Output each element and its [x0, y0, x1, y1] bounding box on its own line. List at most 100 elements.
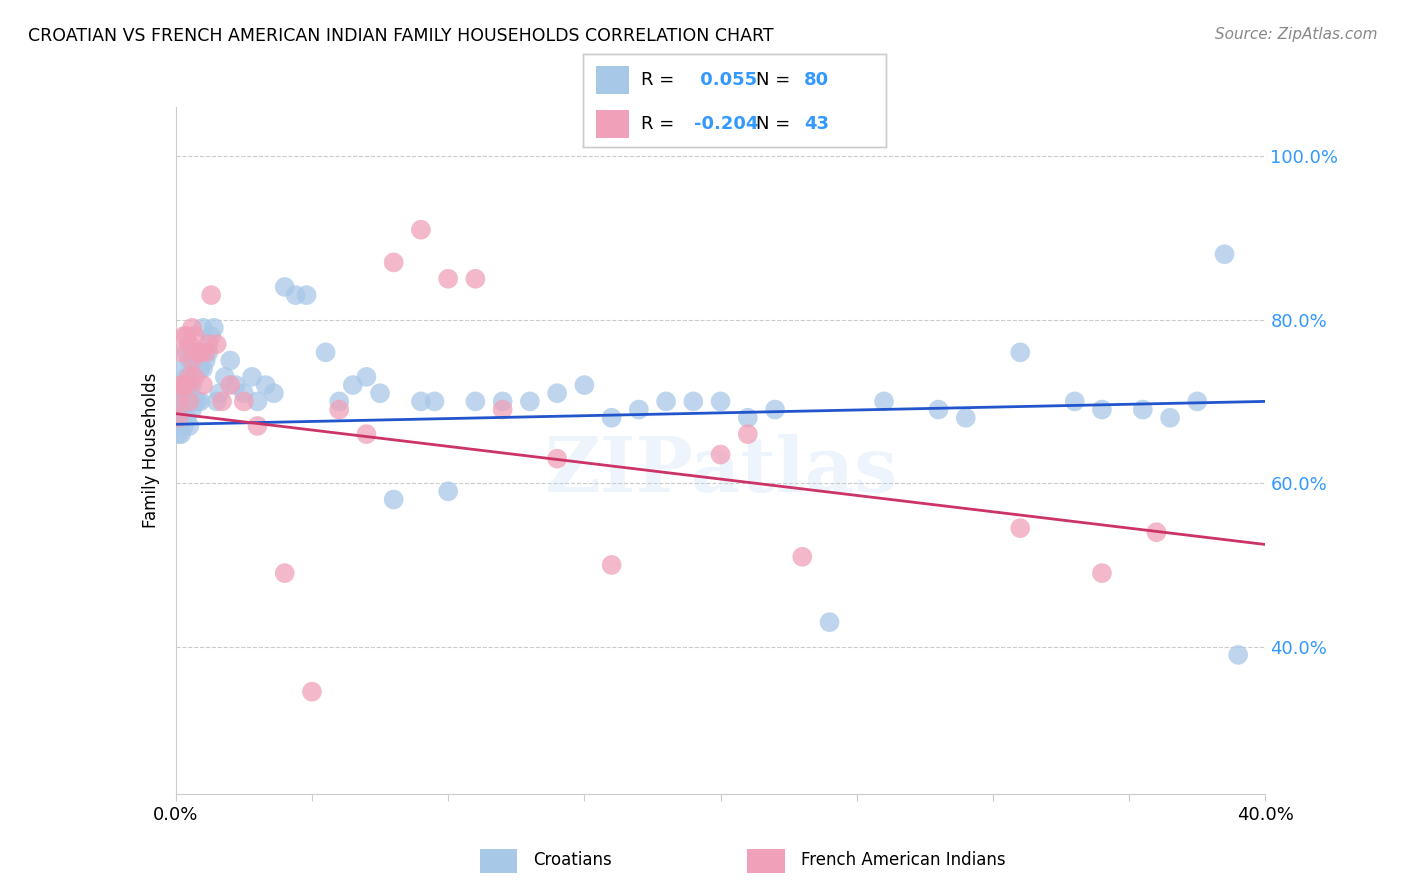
Point	[464, 271, 486, 285]
Point	[191, 361, 214, 376]
Point	[176, 394, 198, 409]
Point	[600, 558, 623, 572]
Point	[184, 369, 207, 384]
Point	[382, 492, 405, 507]
Point	[301, 684, 323, 698]
Point	[342, 378, 364, 392]
Point	[295, 288, 318, 302]
Point	[184, 353, 207, 368]
Point	[179, 419, 201, 434]
Point	[600, 410, 623, 425]
Point	[655, 394, 678, 409]
Point	[179, 337, 201, 351]
Point	[191, 320, 214, 334]
Point	[263, 386, 285, 401]
Point	[176, 410, 198, 425]
Point	[179, 369, 201, 384]
Text: R =: R =	[641, 115, 681, 133]
Point	[315, 345, 337, 359]
Point	[176, 345, 198, 359]
Point	[1213, 247, 1236, 261]
Point	[200, 288, 222, 302]
Text: Source: ZipAtlas.com: Source: ZipAtlas.com	[1215, 27, 1378, 42]
Text: 80: 80	[804, 70, 830, 88]
Point	[1010, 521, 1032, 535]
FancyBboxPatch shape	[596, 66, 628, 94]
Point	[328, 402, 350, 417]
Point	[1227, 648, 1250, 662]
Point	[179, 394, 201, 409]
Point	[186, 345, 209, 359]
Point	[627, 402, 650, 417]
Point	[167, 427, 190, 442]
Point	[173, 361, 195, 376]
Point	[170, 378, 193, 392]
Point	[1132, 402, 1154, 417]
Point	[464, 394, 486, 409]
Point	[682, 394, 704, 409]
Text: Croatians: Croatians	[533, 851, 612, 869]
Point	[232, 386, 254, 401]
Point	[181, 320, 204, 334]
Point	[167, 410, 190, 425]
Point	[176, 329, 198, 343]
Point	[214, 369, 236, 384]
Point	[173, 402, 195, 417]
Point	[240, 369, 263, 384]
Point	[170, 427, 193, 442]
Point	[205, 394, 228, 409]
Point	[191, 378, 214, 392]
Point	[225, 378, 247, 392]
Point	[179, 394, 201, 409]
Point	[188, 361, 211, 376]
Text: ZIPatlas: ZIPatlas	[544, 434, 897, 508]
Point	[173, 386, 195, 401]
Point	[181, 378, 204, 392]
Point	[205, 337, 228, 351]
FancyBboxPatch shape	[747, 848, 785, 873]
Point	[202, 320, 225, 334]
Point	[818, 615, 841, 630]
Point	[167, 410, 190, 425]
Point	[437, 484, 460, 499]
Text: 0.055: 0.055	[693, 70, 756, 88]
Point	[792, 549, 814, 564]
Point	[188, 345, 211, 359]
Point	[546, 451, 568, 466]
Point	[197, 345, 219, 359]
Point	[179, 378, 201, 392]
Point	[173, 329, 195, 343]
Point	[1159, 410, 1181, 425]
Point	[170, 394, 193, 409]
Point	[254, 378, 277, 392]
FancyBboxPatch shape	[479, 848, 517, 873]
Point	[737, 410, 759, 425]
Point	[186, 394, 209, 409]
Point	[197, 337, 219, 351]
Point	[274, 566, 297, 581]
Point	[492, 394, 515, 409]
Point	[284, 288, 307, 302]
Text: CROATIAN VS FRENCH AMERICAN INDIAN FAMILY HOUSEHOLDS CORRELATION CHART: CROATIAN VS FRENCH AMERICAN INDIAN FAMIL…	[28, 27, 773, 45]
Point	[211, 394, 233, 409]
Point	[1091, 566, 1114, 581]
Point	[546, 386, 568, 401]
Point	[219, 353, 242, 368]
Point	[356, 427, 378, 442]
Point	[955, 410, 977, 425]
Point	[194, 353, 217, 368]
Point	[409, 222, 432, 236]
Point	[574, 378, 596, 392]
Text: 43: 43	[804, 115, 830, 133]
Point	[173, 378, 195, 392]
Point	[181, 353, 204, 368]
Text: R =: R =	[641, 70, 681, 88]
Point	[328, 394, 350, 409]
Point	[519, 394, 541, 409]
Point	[928, 402, 950, 417]
Point	[181, 402, 204, 417]
Point	[737, 427, 759, 442]
Point	[246, 394, 269, 409]
Y-axis label: Family Households: Family Households	[142, 373, 160, 528]
Text: N =: N =	[756, 70, 796, 88]
